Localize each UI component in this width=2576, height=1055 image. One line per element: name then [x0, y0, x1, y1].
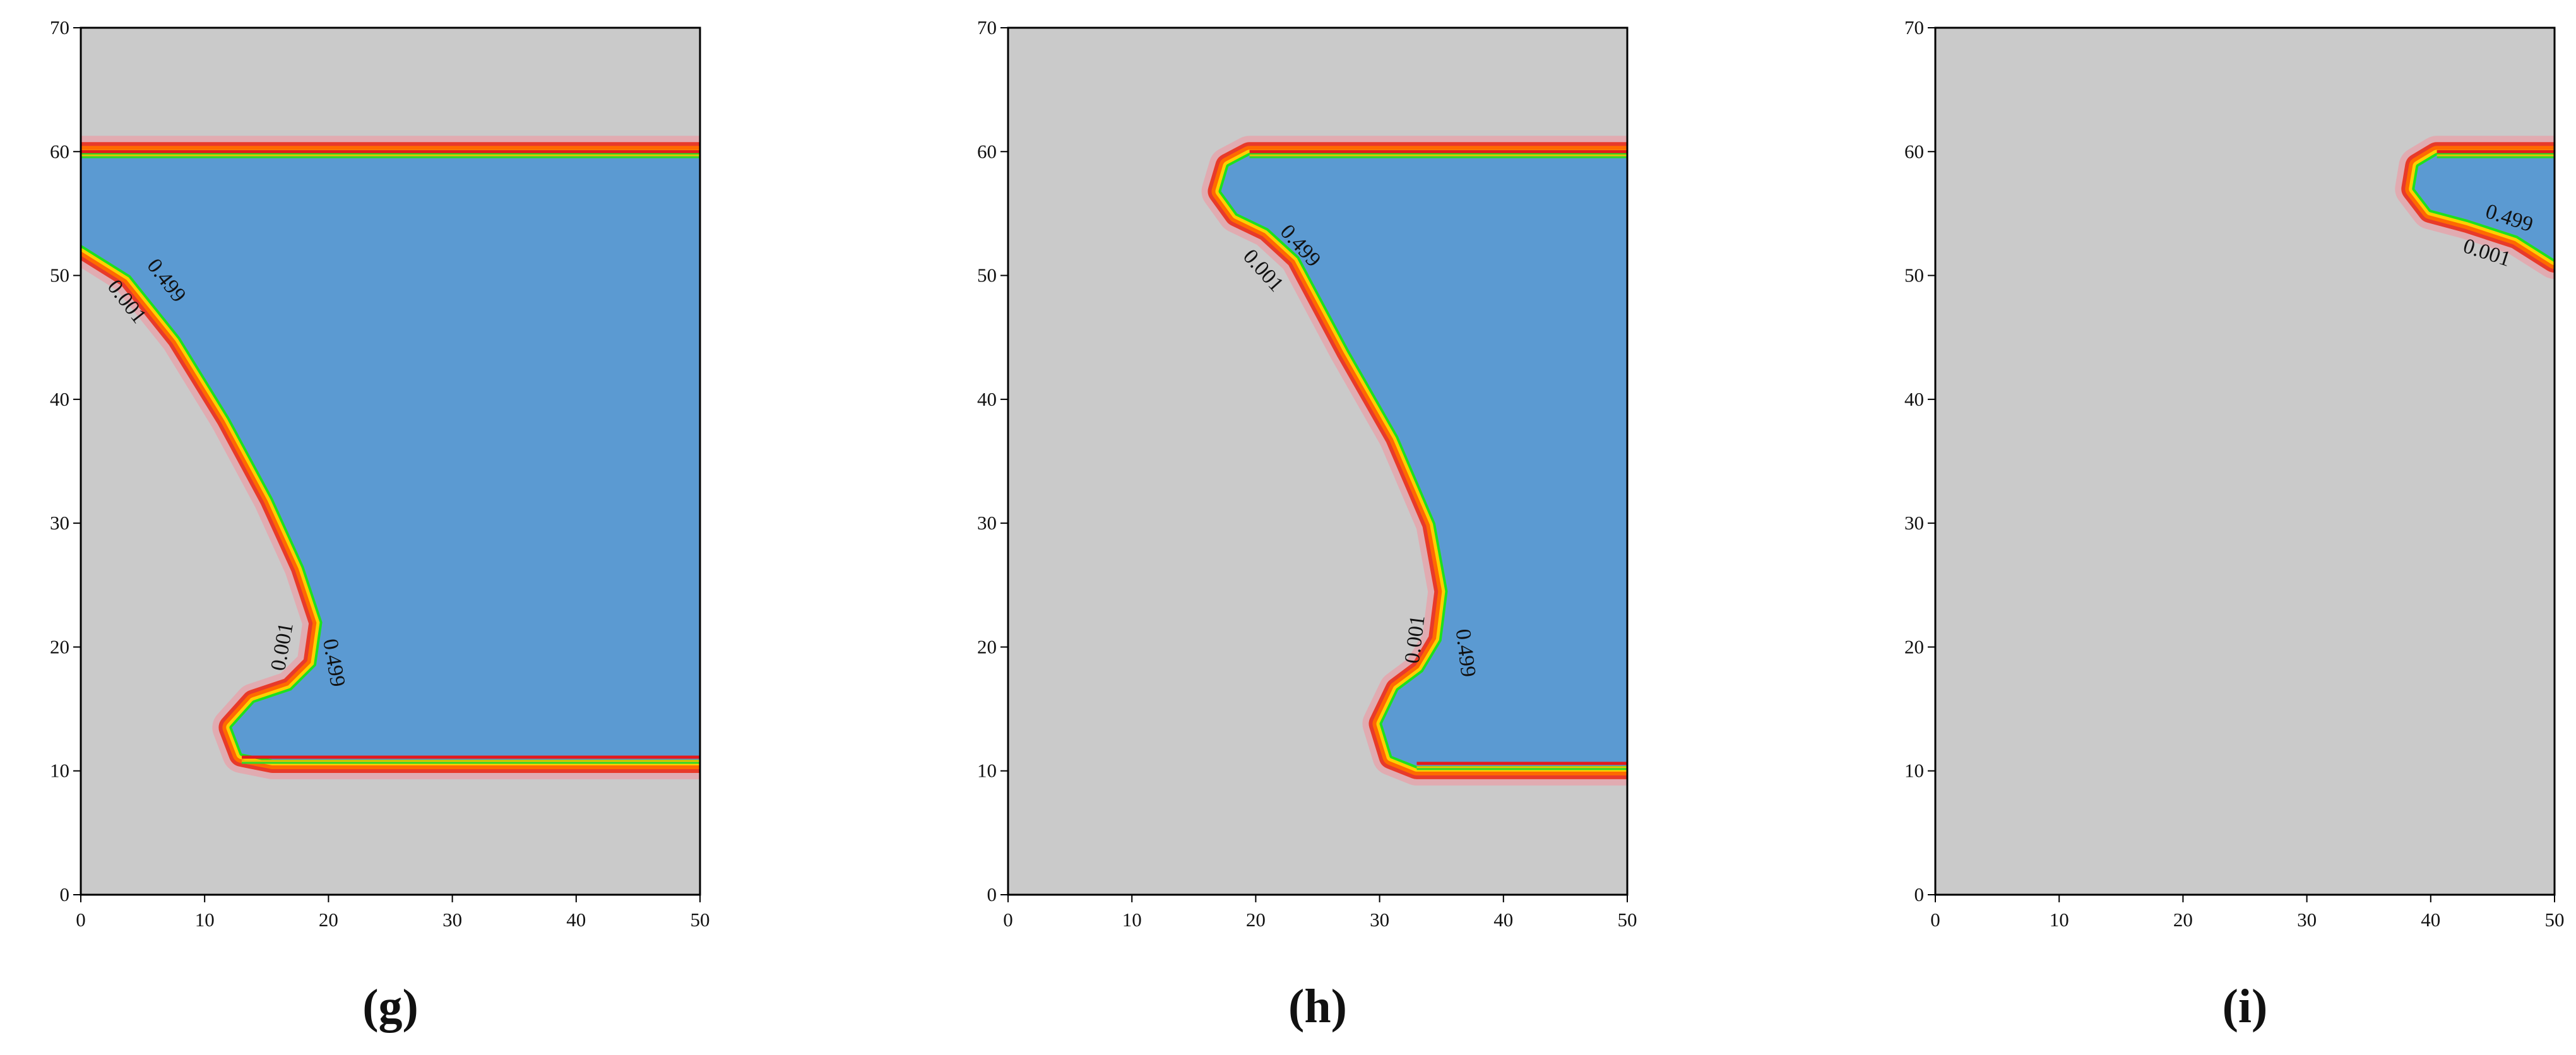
- x-tick-label: 50: [2545, 909, 2565, 931]
- y-tick-label: 0: [60, 883, 70, 905]
- y-tick-label: 0: [1914, 883, 1925, 905]
- x-tick-label: 30: [442, 909, 462, 931]
- y-tick-label: 0: [987, 883, 997, 905]
- x-tick-label: 40: [2421, 909, 2440, 931]
- x-tick-label: 0: [76, 909, 86, 931]
- y-tick-label: 20: [977, 635, 997, 657]
- y-tick-label: 10: [1904, 760, 1924, 782]
- y-tick-label: 50: [977, 264, 997, 286]
- x-tick-label: 10: [195, 909, 215, 931]
- y-tick-label: 70: [50, 16, 69, 38]
- y-tick-label: 10: [50, 760, 69, 782]
- x-tick-label: 20: [2173, 909, 2193, 931]
- y-tick-label: 70: [977, 16, 997, 38]
- plot-frame: [80, 27, 701, 896]
- x-tick-label: 10: [1122, 909, 1142, 931]
- x-tick-label: 0: [1930, 909, 1940, 931]
- y-tick-label: 30: [977, 512, 997, 534]
- x-tick-label: 20: [1246, 909, 1266, 931]
- plot-frame: [1007, 27, 1629, 896]
- y-tick-label: 10: [977, 760, 997, 782]
- y-tick-label: 40: [50, 388, 69, 410]
- x-tick-label: 30: [2297, 909, 2317, 931]
- y-tick-label: 20: [50, 635, 69, 657]
- y-tick-label: 40: [977, 388, 997, 410]
- panel-label: (g): [362, 980, 418, 1033]
- x-tick-label: 0: [1003, 909, 1013, 931]
- y-tick-label: 50: [1904, 264, 1924, 286]
- x-tick-label: 50: [1618, 909, 1637, 931]
- contour-label: 0.499: [1451, 628, 1480, 678]
- y-tick-label: 20: [1904, 635, 1924, 657]
- y-tick-label: 30: [1904, 512, 1924, 534]
- y-tick-label: 70: [1904, 16, 1924, 38]
- x-tick-label: 40: [1493, 909, 1513, 931]
- y-tick-label: 40: [1904, 388, 1924, 410]
- x-tick-label: 10: [2050, 909, 2069, 931]
- y-tick-label: 50: [50, 264, 69, 286]
- fluid-region: [2414, 155, 2555, 260]
- y-tick-label: 60: [1904, 140, 1924, 162]
- x-tick-label: 40: [566, 909, 586, 931]
- y-tick-label: 30: [50, 512, 69, 534]
- fluid-region: [1221, 155, 1627, 766]
- x-tick-label: 20: [319, 909, 338, 931]
- panel-label: (i): [2223, 980, 2268, 1033]
- y-tick-label: 60: [50, 140, 69, 162]
- fluid-region: [81, 155, 700, 760]
- contour-label: 0.001: [1401, 614, 1430, 664]
- plot-frame: [1934, 27, 2556, 896]
- y-tick-label: 60: [977, 140, 997, 162]
- x-tick-label: 30: [1370, 909, 1389, 931]
- panel-label: (h): [1288, 980, 1347, 1033]
- x-tick-label: 50: [691, 909, 710, 931]
